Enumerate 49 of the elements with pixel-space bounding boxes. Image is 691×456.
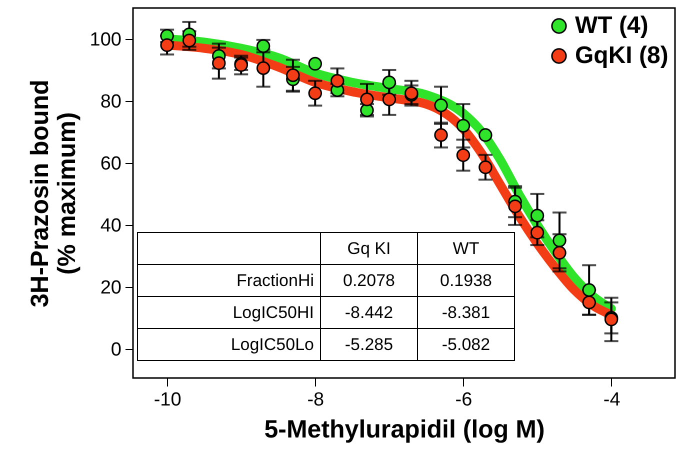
annotation: LogIC50Lo: [138, 328, 320, 360]
point: [382, 76, 396, 90]
annotation: Gq KI: [320, 232, 418, 264]
y-tick-label: 60: [100, 153, 122, 174]
point: [308, 56, 322, 71]
x-tick-label: -4: [603, 390, 621, 410]
y-tick-label: 40: [100, 215, 122, 236]
y-tick-label: 20: [100, 277, 122, 298]
point: [286, 68, 300, 82]
y-tick-label: 80: [100, 91, 122, 112]
point: [478, 160, 492, 174]
legend-label: GqKI (8): [575, 42, 668, 69]
x-tick-label: -8: [307, 390, 324, 410]
annotation: WT: [418, 232, 514, 264]
point: [456, 118, 470, 133]
point: [530, 226, 544, 240]
y-tick-label: 100: [90, 29, 122, 50]
legend-label: WT (4): [575, 12, 648, 39]
x-tick-label: -6: [455, 390, 472, 410]
point: [160, 38, 174, 52]
point: [256, 61, 270, 75]
annotation: -8.442: [320, 296, 418, 328]
annotation: 0.1938: [418, 264, 514, 296]
annotation: 0.2078: [320, 264, 418, 296]
y-tick-label: 0: [110, 339, 122, 360]
point: [182, 34, 196, 48]
x-axis-title: 5-Methylurapidil (log M): [264, 416, 545, 444]
point: [456, 148, 470, 162]
y-axis-title: 3H-Prazosin bound (% maximum): [26, 80, 81, 308]
annotation: -5.082: [418, 328, 514, 360]
point: [530, 208, 544, 222]
x-tick-label: -10: [154, 390, 182, 410]
point: [308, 86, 322, 100]
point: [382, 92, 396, 106]
point: [552, 246, 566, 260]
point: [508, 199, 522, 214]
annotation: LogIC50HI: [138, 296, 320, 328]
point: [212, 56, 226, 70]
annotation: FractionHi: [138, 264, 320, 296]
point: [582, 296, 596, 310]
point: [552, 234, 566, 248]
point: [330, 74, 344, 88]
point: [582, 283, 596, 297]
point: [360, 92, 374, 106]
annotation: -8.381: [418, 296, 514, 328]
annotation: -5.285: [320, 328, 418, 360]
point: [478, 128, 492, 142]
point: [434, 98, 448, 112]
point: [434, 128, 448, 142]
